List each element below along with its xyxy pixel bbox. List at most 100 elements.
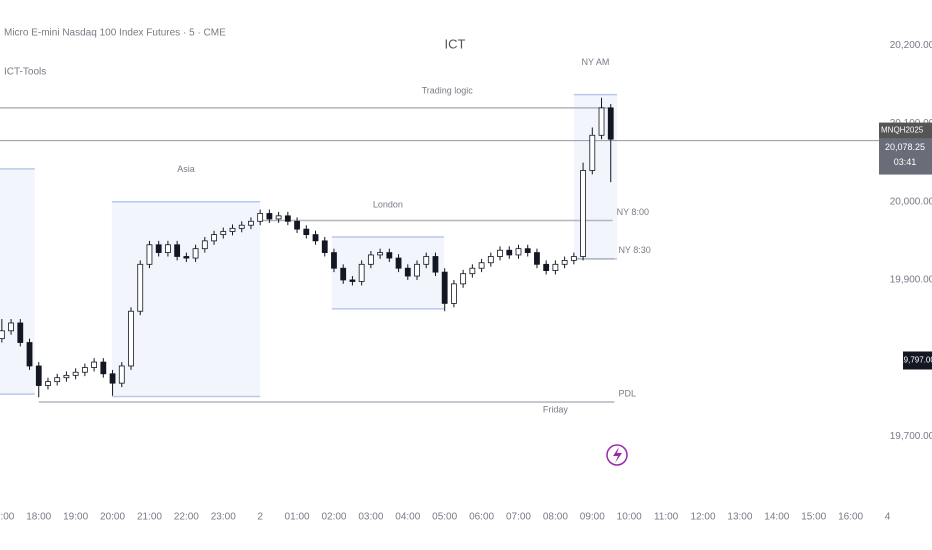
candle-body [432,256,439,273]
candle-body [589,134,596,171]
x-tick-label: 15:00 [801,512,826,523]
candle-body [580,170,586,257]
candle-body [349,279,356,282]
candle-body [109,373,116,384]
day-label: Friday [543,404,569,414]
candle-body [211,234,217,242]
x-tick-label: 21:00 [137,512,162,523]
candle-body [284,215,291,222]
x-tick-label: 12:00 [690,512,715,523]
x-tick-label: 05:00 [432,512,457,523]
y-tick-label: 20,200.00 [890,40,932,51]
candle-body [515,248,522,256]
candle-body [0,330,5,340]
symbol-badge [879,122,932,139]
level-label: Trading logic [422,85,474,95]
level-label: NY 8:30 [618,245,650,255]
candle-body [303,228,310,235]
candle-body [331,252,337,269]
candle-body [72,371,79,376]
x-tick-label: 17:00 [0,512,15,523]
candle-body [561,260,568,265]
candle-body [377,252,384,256]
candle-body [534,252,540,265]
candle-body [257,213,264,222]
candle-body [220,231,227,235]
marker-price-label: 19,797.00 [899,356,932,365]
candle-body [478,262,485,269]
candle-body [238,224,245,229]
candle-body [497,249,503,257]
x-tick-label: 03:00 [358,512,383,523]
candle-body [8,322,14,332]
session-label: Asia [177,164,195,174]
x-tick-label: 08:00 [543,512,568,523]
session-box [111,201,261,397]
candle-body [174,244,181,257]
candle-body [35,365,42,386]
candle-body [201,240,208,250]
candle-body [524,248,531,253]
candle-body [414,263,420,277]
x-tick-label: 04:00 [395,512,420,523]
candle-body [118,365,125,384]
alert-icon[interactable] [606,444,628,466]
x-tick-label: 4 [885,512,891,523]
candle-body [487,256,494,264]
x-tick-label: 19:00 [63,512,88,523]
x-tick-label: 16:00 [838,512,863,523]
session-box [331,236,444,309]
level-label: PDL [618,388,636,398]
candle-body [358,263,365,282]
x-tick-label: 07:00 [506,512,531,523]
candle-body [460,273,467,285]
candle-body [128,310,134,367]
candle-body [17,322,24,343]
candle-body [26,342,33,367]
candle-body [598,107,605,136]
x-tick-label: 06:00 [469,512,494,523]
x-tick-label: 2 [257,512,263,523]
session-label: London [373,199,403,209]
candle-body [570,256,577,261]
candle-body [367,254,374,265]
candle-body [451,283,457,304]
candle-body [54,377,61,383]
candle-body [395,257,402,269]
x-tick-label: 01:00 [285,512,310,523]
x-tick-label: 02:00 [321,512,346,523]
indicator-name: ICT-Tools [4,67,46,78]
candle-body [506,249,513,256]
countdown-label: 03:41 [894,157,917,167]
candle-body [275,215,282,220]
session-label: NY AM [582,57,610,67]
symbol-badge-text: MNQH2025 [881,126,924,135]
y-tick-label: 20,000.00 [890,196,932,207]
candle-body [155,244,162,253]
x-tick-label: 11:00 [654,512,679,523]
candle-body [552,263,559,271]
candle-body [100,361,107,375]
candle-body [192,248,199,259]
x-tick-label: 22:00 [174,512,199,523]
last-price-badge [879,138,932,175]
candle-body [340,267,347,281]
chart-title: ICT [445,36,466,51]
candle-body [386,252,393,259]
candle-body [404,267,411,277]
x-tick-label: 23:00 [211,512,236,523]
y-tick-label: 19,900.00 [890,275,932,286]
candle-body [63,374,70,379]
candle-body [423,256,430,265]
candle-body [45,381,51,386]
candle-body [81,367,88,373]
candle-body [165,244,171,253]
candle-body [137,263,144,312]
x-tick-label: 10:00 [617,512,642,523]
candle-body [183,256,190,259]
candle-body [469,267,476,275]
x-tick-label: 14:00 [764,512,789,523]
candle-body [441,271,448,304]
candle-body [146,244,153,265]
